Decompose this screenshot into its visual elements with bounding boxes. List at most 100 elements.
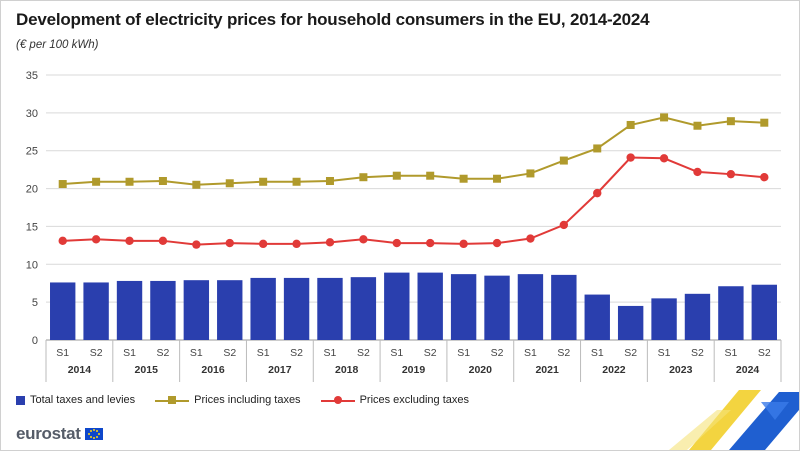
bar-taxes [83,282,109,340]
legend-item-excl: Prices excluding taxes [320,394,470,406]
x-semester-label: S2 [223,347,236,359]
bar-taxes [150,280,176,340]
point-incl-taxes [693,121,702,130]
chart-legend: Total taxes and levies Prices including … [16,394,489,406]
x-year-label: 2021 [535,364,559,376]
chart-title: Development of electricity prices for ho… [16,10,650,29]
point-excl-taxes [392,238,401,248]
point-excl-taxes [626,153,635,162]
y-tick-label: 25 [26,146,38,158]
x-semester-label: S1 [724,347,737,359]
bar-taxes [651,298,677,340]
x-semester-label: S1 [390,347,403,359]
legend-label-excl: Prices excluding taxes [359,394,470,406]
bar-taxes [350,277,377,340]
x-year-label: 2024 [736,364,760,376]
point-excl-taxes [659,154,669,163]
point-excl-taxes [258,239,268,249]
point-excl-taxes [559,220,569,230]
point-incl-taxes [593,144,602,153]
point-incl-taxes [392,171,401,180]
legend-bar-swatch [16,395,25,405]
legend-label-incl: Prices including taxes [194,394,301,406]
y-tick-label: 0 [32,335,38,347]
point-incl-taxes [726,117,735,126]
x-semester-label: S1 [123,347,136,359]
point-incl-taxes [292,177,301,186]
point-excl-taxes [325,238,335,247]
x-year-label: 2020 [469,364,493,376]
corner-decoration [669,390,799,450]
point-excl-taxes [593,188,602,198]
bar-taxes [183,280,210,340]
y-tick-label: 15 [26,221,38,233]
x-semester-label: S2 [290,347,303,359]
x-semester-label: S2 [557,347,570,359]
point-excl-taxes [526,234,535,243]
bar-taxes [250,277,276,340]
bar-taxes [317,277,343,340]
point-excl-taxes [58,236,67,246]
bar-taxes [751,284,777,340]
series-line [62,116,765,186]
bar-taxes [384,272,410,340]
bar-taxes [217,280,243,340]
x-year-label: 2017 [268,364,292,376]
point-incl-taxes [58,180,67,189]
point-incl-taxes [660,113,669,122]
bar-taxes [718,286,744,340]
point-incl-taxes [125,177,134,186]
point-incl-taxes [325,177,334,185]
eu-flag-icon [84,428,103,440]
x-year-label: 2018 [335,364,359,376]
y-tick-label: 30 [26,108,38,120]
x-year-label: 2019 [402,364,426,376]
point-incl-taxes [259,177,268,186]
x-semester-label: S2 [157,347,170,359]
point-excl-taxes [459,239,468,249]
x-year-label: 2014 [68,364,92,376]
legend-item-incl: Prices including taxes [155,394,301,406]
point-incl-taxes [459,174,468,183]
point-excl-taxes [693,167,702,177]
point-excl-taxes [726,169,736,179]
point-incl-taxes [158,177,167,185]
bar-taxes [617,305,644,340]
y-tick-label: 35 [26,70,38,82]
point-incl-taxes [559,156,568,165]
bar-taxes [684,293,711,340]
point-incl-taxes [626,120,635,129]
bar-taxes [116,280,143,340]
point-incl-taxes [359,173,368,182]
x-semester-label: S2 [491,347,504,359]
x-year-label: 2022 [602,364,626,376]
bar-taxes [484,275,510,340]
x-semester-label: S1 [56,347,69,359]
eurostat-logo: eurostat [16,424,103,444]
x-semester-label: S1 [591,347,604,359]
point-incl-taxes [92,177,101,186]
logo-text: eurostat [16,424,81,443]
legend-incl-swatch [155,395,190,405]
y-tick-label: 20 [26,184,38,196]
y-tick-label: 5 [32,297,38,309]
point-excl-taxes [292,239,301,249]
series-line [62,156,765,246]
x-semester-label: S2 [691,347,704,359]
x-year-label: 2023 [669,364,693,376]
x-semester-label: S2 [624,347,637,359]
point-incl-taxes [192,180,201,189]
chart-subtitle: (€ per 100 kWh) [16,39,99,51]
bar-taxes [450,274,477,340]
legend-item-taxes: Total taxes and levies [16,394,135,406]
point-incl-taxes [426,171,435,180]
point-incl-taxes [493,174,502,183]
point-excl-taxes [125,236,134,246]
x-semester-label: S2 [758,347,771,359]
x-semester-label: S1 [257,347,270,359]
point-excl-taxes [91,235,101,244]
bar-taxes [517,274,544,340]
point-excl-taxes [158,236,168,246]
x-semester-label: S1 [457,347,470,359]
